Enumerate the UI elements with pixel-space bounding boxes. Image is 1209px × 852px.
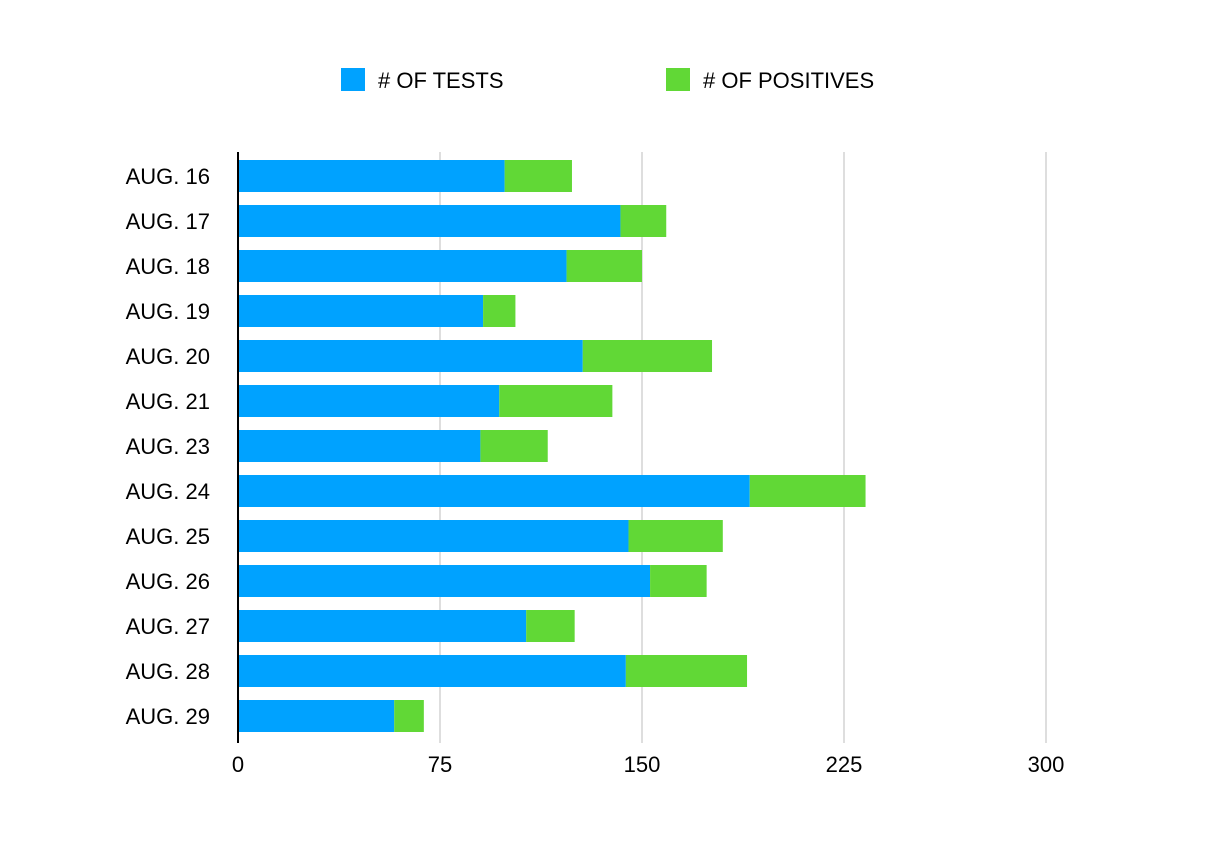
x-tick-label: 0 [232, 752, 244, 777]
bar-tests [238, 475, 750, 507]
category-label: AUG. 21 [126, 389, 210, 414]
bar-positives [394, 700, 424, 732]
bars [238, 160, 866, 732]
bar-positives [483, 295, 516, 327]
bar-tests [238, 610, 527, 642]
bar-positives [499, 385, 613, 417]
x-tick-label: 225 [826, 752, 863, 777]
category-label: AUG. 26 [126, 569, 210, 594]
legend-swatch-tests [341, 68, 365, 91]
x-tick-label: 75 [428, 752, 452, 777]
bar-positives [749, 475, 866, 507]
x-tick-labels: 0 75 150 225 300 [232, 752, 1064, 777]
bar-tests [238, 700, 395, 732]
bar-positives [582, 340, 713, 372]
bar-positives [625, 655, 748, 687]
bar-tests [238, 520, 629, 552]
legend-label-tests: # OF TESTS [378, 68, 504, 93]
category-labels: AUG. 16 AUG. 17 AUG. 18 AUG. 19 AUG. 20 AUG. … [126, 164, 210, 729]
bar-tests [238, 385, 500, 417]
category-label: AUG. 25 [126, 524, 210, 549]
bar-tests [238, 295, 484, 327]
category-label: AUG. 18 [126, 254, 210, 279]
category-label: AUG. 16 [126, 164, 210, 189]
bar-tests [238, 430, 481, 462]
bar-tests [238, 160, 505, 192]
bar-positives [566, 250, 642, 282]
legend: # OF TESTS # OF POSITIVES [341, 68, 874, 93]
x-tick-label: 300 [1028, 752, 1065, 777]
x-tick-label: 150 [624, 752, 661, 777]
legend-label-positives: # OF POSITIVES [703, 68, 874, 93]
category-label: AUG. 27 [126, 614, 210, 639]
bar-tests [238, 250, 567, 282]
bar-tests [238, 565, 651, 597]
category-label: AUG. 23 [126, 434, 210, 459]
bar-positives [504, 160, 572, 192]
bar-tests [238, 340, 583, 372]
bar-positives [526, 610, 575, 642]
bar-positives [650, 565, 707, 597]
legend-swatch-positives [666, 68, 690, 91]
bar-tests [238, 655, 626, 687]
bar-positives [628, 520, 723, 552]
bar-positives [480, 430, 548, 462]
bar-positives [620, 205, 667, 237]
bar-tests [238, 205, 621, 237]
category-label: AUG. 28 [126, 659, 210, 684]
category-label: AUG. 17 [126, 209, 210, 234]
category-label: AUG. 20 [126, 344, 210, 369]
category-label: AUG. 19 [126, 299, 210, 324]
category-label: AUG. 24 [126, 479, 210, 504]
category-label: AUG. 29 [126, 704, 210, 729]
